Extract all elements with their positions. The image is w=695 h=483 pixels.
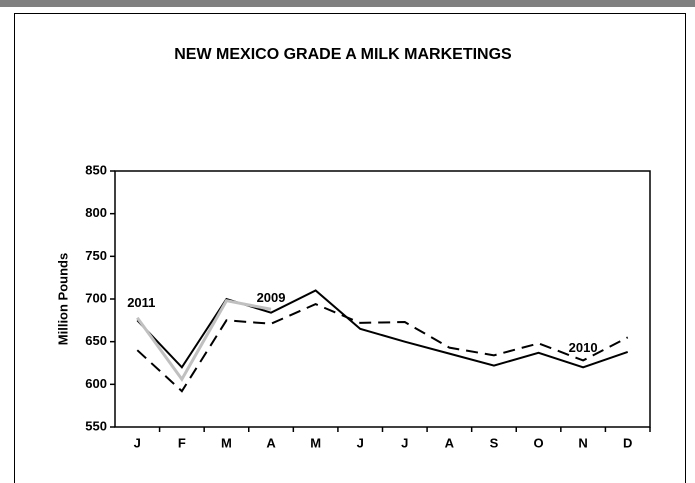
plot-area <box>114 170 651 428</box>
series-label: 2009 <box>257 290 286 305</box>
x-tick-label: A <box>445 435 455 450</box>
top-bar <box>0 0 695 7</box>
x-tick-label: F <box>178 435 186 450</box>
x-tick-label: N <box>578 435 587 450</box>
y-axis-label: Million Pounds <box>55 253 70 345</box>
series-label: 2010 <box>569 340 598 355</box>
x-tick-label: M <box>310 435 321 450</box>
y-tick-label: 700 <box>85 290 107 305</box>
y-tick-label: 550 <box>85 418 107 433</box>
x-tick-label: D <box>623 435 632 450</box>
series-line <box>136 299 272 382</box>
x-tick-label: J <box>134 435 141 450</box>
y-tick-label: 800 <box>85 205 107 220</box>
y-tick-label: 650 <box>85 333 107 348</box>
x-tick-label: M <box>221 435 232 450</box>
y-tick-label: 600 <box>85 376 107 391</box>
x-tick-label: J <box>401 435 408 450</box>
y-tick-label: 750 <box>85 248 107 263</box>
series-line <box>136 289 629 369</box>
y-tick-label: 850 <box>85 162 107 177</box>
frame <box>14 13 686 483</box>
x-tick-label: J <box>357 435 364 450</box>
x-tick-label: O <box>533 435 543 450</box>
chart-title: NEW MEXICO GRADE A MILK MARKETINGS <box>174 46 512 63</box>
series-line <box>136 303 629 393</box>
x-tick-label: A <box>266 435 276 450</box>
series-label: 2011 <box>127 295 155 310</box>
x-tick-label: S <box>490 435 499 450</box>
